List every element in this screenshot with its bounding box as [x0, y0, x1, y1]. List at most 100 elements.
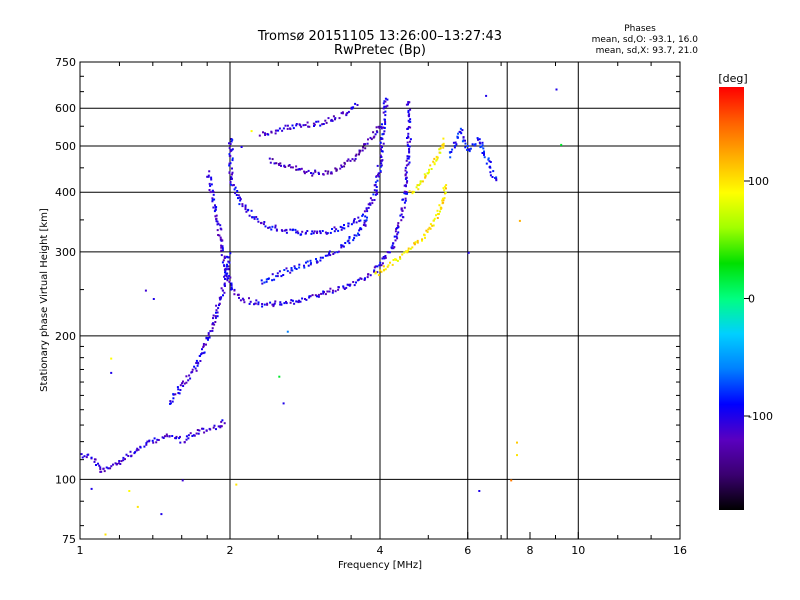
data-point — [417, 188, 420, 191]
data-point — [272, 305, 275, 308]
colorbar-tick-label: 100 — [748, 175, 769, 188]
data-point — [407, 109, 410, 112]
y-tick-label: 600 — [55, 102, 76, 115]
data-point — [282, 127, 285, 130]
data-point — [220, 425, 223, 428]
data-point — [353, 218, 356, 220]
data-point — [218, 296, 221, 299]
data-point — [307, 264, 310, 267]
data-point — [442, 146, 445, 149]
data-point — [483, 150, 485, 153]
data-point — [195, 369, 198, 372]
y-tick-label: 750 — [55, 56, 76, 69]
data-point — [179, 441, 182, 444]
data-point — [228, 147, 231, 150]
data-point — [401, 209, 404, 212]
data-point — [400, 207, 403, 210]
data-point — [189, 432, 192, 435]
data-point — [357, 232, 359, 235]
data-point — [377, 274, 380, 277]
grid-lines — [80, 62, 680, 539]
data-point — [341, 244, 344, 247]
data-point — [219, 224, 222, 227]
data-point — [276, 275, 279, 278]
data-point — [405, 159, 408, 162]
data-point — [407, 163, 410, 166]
data-point — [379, 269, 382, 272]
data-point — [125, 453, 128, 456]
data-point — [271, 225, 274, 228]
data-point — [363, 221, 366, 224]
data-point — [261, 305, 264, 308]
data-point — [187, 434, 190, 437]
data-point — [294, 267, 297, 270]
data-point — [176, 386, 179, 389]
data-point — [329, 287, 332, 290]
data-point — [306, 121, 309, 124]
data-point — [233, 188, 236, 191]
data-point — [105, 466, 108, 469]
data-point — [179, 435, 181, 438]
data-point — [324, 254, 327, 257]
data-point — [314, 294, 317, 297]
data-point — [409, 140, 411, 143]
data-point — [310, 232, 313, 235]
data-point — [439, 207, 442, 210]
data-point — [213, 424, 216, 427]
data-point — [299, 233, 302, 236]
data-point — [215, 428, 217, 431]
data-point — [230, 288, 233, 291]
data-point — [211, 329, 214, 332]
data-point — [185, 381, 188, 384]
data-point — [404, 166, 407, 169]
data-point — [397, 226, 400, 229]
data-point — [268, 226, 271, 229]
data-point — [364, 147, 367, 150]
data-point — [330, 171, 333, 174]
data-point — [153, 437, 156, 440]
data-point — [347, 222, 350, 225]
data-point — [376, 271, 379, 274]
data-point — [283, 269, 286, 271]
data-point — [456, 135, 459, 138]
data-point — [378, 127, 381, 129]
data-point — [411, 190, 414, 193]
data-point — [367, 138, 369, 141]
data-point — [379, 154, 382, 157]
data-point — [203, 431, 206, 434]
data-point — [271, 279, 274, 282]
data-point — [269, 161, 272, 164]
data-point — [228, 153, 231, 156]
data-point — [253, 216, 256, 219]
data-point — [333, 251, 336, 254]
data-point — [303, 172, 306, 175]
data-point — [220, 254, 223, 257]
data-point — [262, 223, 265, 226]
data-point — [289, 271, 292, 274]
data-point — [221, 247, 224, 250]
data-point — [408, 150, 411, 153]
data-point — [239, 196, 241, 199]
data-point — [352, 281, 355, 283]
data-point — [382, 102, 385, 105]
data-point — [333, 226, 336, 229]
data-point — [146, 440, 149, 443]
data-point — [365, 219, 368, 222]
data-point — [337, 250, 340, 253]
data-point — [189, 377, 192, 380]
data-point — [241, 205, 244, 208]
data-point — [407, 132, 410, 135]
data-point — [228, 162, 231, 165]
data-point — [230, 183, 232, 186]
data-point — [255, 216, 258, 218]
data-point — [313, 123, 316, 126]
data-point — [516, 454, 518, 457]
data-point — [181, 382, 183, 385]
data-point — [292, 127, 295, 130]
data-point — [495, 179, 498, 182]
data-point — [230, 282, 233, 285]
x-tick-label: 10 — [571, 544, 585, 557]
data-point — [280, 275, 283, 278]
data-point — [319, 124, 322, 127]
